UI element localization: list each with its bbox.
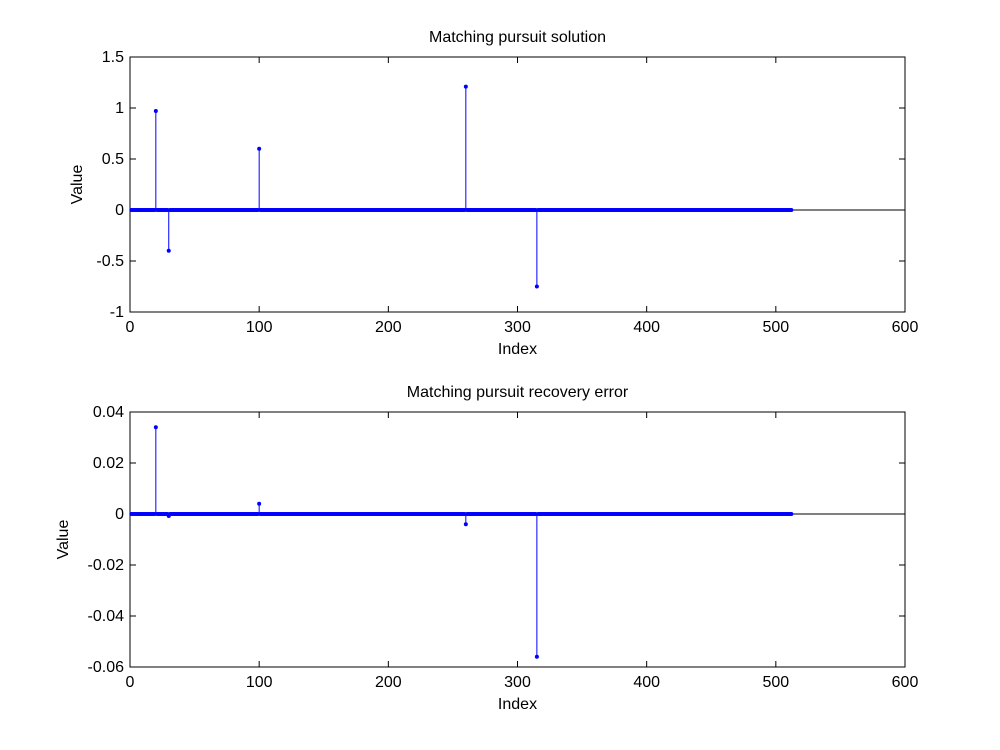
subplot-2: 0 100 200 300 400 500 600 -0.06 -0.04 -0.02 0 0.02 0…	[55, 384, 918, 713]
chart-title: Matching pursuit solution	[429, 29, 606, 46]
x-tick-label: 0	[126, 674, 135, 691]
subplot-1: 0 100 200 300 400 500 600 -1 -0.5 0 0.5 1 1.5 Matchin…	[69, 29, 918, 358]
x-axis-label: Index	[498, 696, 537, 713]
stem-marker-zero	[789, 512, 794, 516]
stem-marker	[463, 84, 468, 89]
y-tick-label: 0.5	[102, 151, 124, 168]
x-tick-label: 600	[892, 674, 919, 691]
stem-marker	[153, 425, 158, 430]
y-tick-label: -0.5	[96, 253, 124, 270]
x-tick-label: 200	[375, 674, 402, 691]
y-tick-label: 0.04	[93, 404, 124, 421]
x-tick-label: 300	[504, 674, 531, 691]
y-tick-label: -0.06	[88, 659, 125, 676]
x-tick-label: 100	[246, 319, 273, 336]
x-tick-label: 400	[633, 319, 660, 336]
y-tick-label: 1.5	[102, 49, 124, 66]
y-tick-label: 0	[115, 202, 124, 219]
x-tick-label: 500	[762, 674, 789, 691]
x-tick-label: 100	[246, 674, 273, 691]
x-axis-label: Index	[498, 341, 537, 358]
plot-area	[129, 56, 906, 313]
plot-area	[129, 411, 906, 668]
stem-series	[129, 84, 794, 289]
y-axis-label: Value	[69, 165, 86, 205]
stem-marker	[166, 248, 171, 253]
stem-marker	[463, 522, 468, 527]
stem-marker-zero	[789, 208, 794, 212]
y-tick-label: 0	[115, 506, 124, 523]
stem-marker	[153, 109, 158, 114]
y-axis-label: Value	[55, 520, 72, 560]
x-tick-label: 500	[762, 319, 789, 336]
stem-marker	[257, 501, 262, 506]
x-tick-label: 0	[126, 319, 135, 336]
chart-title: Matching pursuit recovery error	[407, 384, 629, 401]
x-tick-label: 200	[375, 319, 402, 336]
y-tick-label: -0.02	[88, 557, 125, 574]
stem-marker	[257, 146, 262, 151]
y-tick-label: 1	[115, 100, 124, 117]
y-tick-label: 0.02	[93, 455, 124, 472]
y-tick-label: -1	[110, 304, 124, 321]
x-tick-label: 600	[892, 319, 919, 336]
stem-series	[129, 425, 794, 659]
x-tick-label: 300	[504, 319, 531, 336]
x-tick-label: 400	[633, 674, 660, 691]
stem-marker	[534, 284, 539, 289]
stem-marker	[534, 654, 539, 659]
y-tick-label: -0.04	[88, 608, 125, 625]
